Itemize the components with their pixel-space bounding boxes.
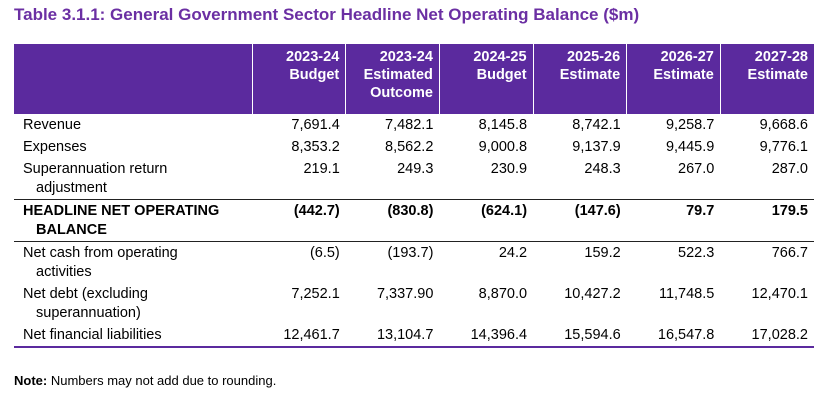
table-cell: (6.5) — [252, 241, 346, 283]
table-cell: 159.2 — [533, 241, 627, 283]
table-cell: 287.0 — [771, 161, 808, 177]
column-header: 2027-28 Estimate — [719, 44, 814, 114]
table-cell: 8,742.1 — [572, 117, 621, 133]
table-cell: 17,028.2 — [720, 324, 814, 348]
table-cell: 267.0 — [678, 161, 715, 177]
table-cell: 248.3 — [584, 161, 621, 177]
table-cell: 8,145.8 — [478, 117, 528, 133]
table-cell: 9,000.8 — [478, 139, 528, 155]
table-cell: 7,482.1 — [385, 117, 434, 133]
table-row-expenses: Expenses 8,353.2 8,562.2 9,000.8 9,137.9… — [14, 136, 814, 158]
table-cell: 12,461.7 — [252, 324, 346, 348]
table-cell: 16,547.8 — [626, 324, 721, 348]
header-row: 2023-24 Budget 2023-24 Estimated Outcome 20… — [14, 44, 814, 114]
row-label: Net cash from operating activities — [14, 241, 253, 283]
table-cell: 522.3 — [626, 241, 721, 283]
table-row-net-debt: Net debt (excluding superannuation) 7,252… — [14, 283, 814, 324]
column-header: 2026-27 Estimate — [626, 44, 721, 114]
table-cell: 9,776.1 — [759, 139, 808, 155]
table-cell: 24.2 — [439, 241, 534, 283]
row-label: Net financial liabilities — [14, 324, 253, 348]
table-row-net-financial-liabilities: Net financial liabilities 12,461.7 13,10… — [14, 324, 814, 348]
table-row-revenue: Revenue 7,691.4 7,482.1 8,145.8 8,742.1 … — [14, 114, 814, 136]
table-title: Table 3.1.1: General Government Sector H… — [14, 5, 640, 24]
table-cell: 8,870.0 — [478, 286, 528, 302]
table-cell: 14,396.4 — [439, 324, 534, 348]
table-cell: 7,252.1 — [291, 286, 340, 302]
column-header: 2024-25 Budget — [438, 44, 534, 114]
table-cell: 9,445.9 — [665, 139, 715, 155]
row-label: Net debt (excluding superannuation) — [23, 286, 148, 321]
table-cell: 8,353.2 — [291, 139, 340, 155]
table-cell: 9,137.9 — [572, 139, 621, 155]
table-cell: 766.7 — [720, 241, 814, 283]
note-text: Numbers may not add due to rounding. — [50, 373, 277, 388]
header-blank — [14, 44, 253, 114]
row-label: Revenue — [23, 117, 82, 133]
note-prefix: Note: — [14, 373, 48, 388]
table-cell: 7,691.4 — [291, 117, 340, 133]
table-cell: 179.5 — [720, 199, 814, 242]
table-cell: 9,258.7 — [665, 117, 715, 133]
table-row-net-cash: Net cash from operating activities (6.5) … — [14, 241, 814, 283]
table-row-superannuation: Superannuation return adjustment 219.1 24… — [14, 158, 814, 200]
row-label: Expenses — [23, 139, 87, 155]
table-cell: 8,562.2 — [385, 139, 434, 155]
column-header: 2023-24 Estimated Outcome — [345, 44, 440, 114]
operating-balance-table: 2023-24 Budget 2023-24 Estimated Outcome 20… — [14, 44, 814, 348]
row-label: Superannuation return adjustment — [23, 161, 168, 196]
table-cell: 11,748.5 — [658, 286, 715, 302]
table-cell: 13,104.7 — [345, 324, 440, 348]
table-cell: (193.7) — [345, 241, 440, 283]
table-cell: 230.9 — [490, 161, 528, 177]
column-header: 2023-24 Budget — [251, 44, 346, 114]
table-cell: 12,470.1 — [751, 286, 808, 302]
table-cell: 9,668.6 — [759, 117, 808, 133]
table-cell: 10,427.2 — [564, 286, 621, 302]
table-cell: 7,337.90 — [376, 286, 434, 302]
table-cell: (624.1) — [439, 199, 534, 242]
table-cell: 79.7 — [626, 199, 721, 242]
table-cell: 219.1 — [303, 161, 340, 177]
table-cell: 249.3 — [397, 161, 434, 177]
table-cell: (830.8) — [345, 199, 440, 242]
column-header: 2025-26 Estimate — [532, 44, 627, 114]
table-cell: (147.6) — [533, 199, 627, 242]
table-cell: (442.7) — [252, 199, 346, 242]
row-label: HEADLINE NET OPERATING BALANCE — [14, 199, 253, 242]
table-row-headline-balance: HEADLINE NET OPERATING BALANCE (442.7) (8… — [14, 199, 814, 242]
table-note: Note: Numbers may not add due to roundin… — [14, 373, 276, 388]
table-cell: 15,594.6 — [533, 324, 627, 348]
table-container: 2023-24 Budget 2023-24 Estimated Outcome 20… — [14, 44, 814, 348]
